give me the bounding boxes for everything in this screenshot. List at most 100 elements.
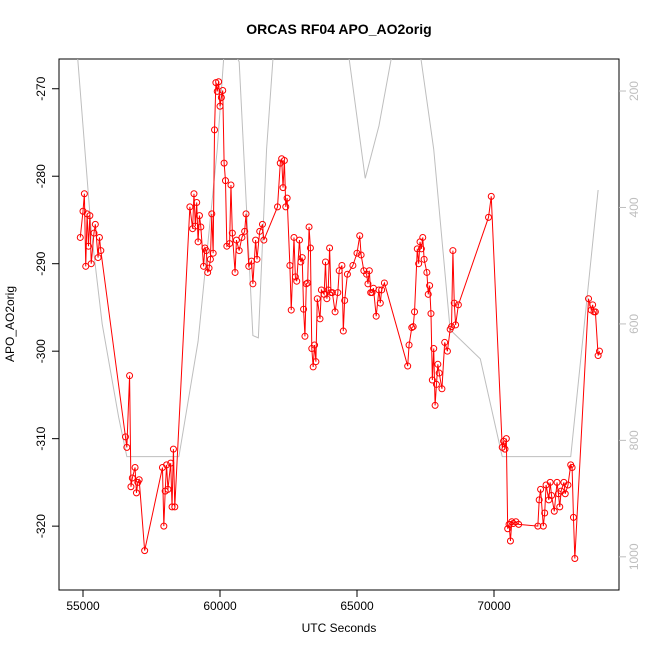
data-point (295, 236, 303, 244)
y-tick-label: -280 (34, 164, 48, 188)
data-point (302, 280, 310, 288)
x-tick-label: 60000 (203, 599, 237, 613)
data-point (420, 255, 428, 263)
data-point (585, 295, 593, 303)
data-point (186, 203, 194, 211)
data-point (357, 251, 365, 259)
x-axis-label: UTC Seconds (302, 621, 377, 635)
data-point (82, 262, 90, 270)
data-point (506, 537, 514, 545)
y-axis-label: APO_AO2orig (3, 286, 17, 362)
y2-tick-label: 600 (627, 314, 641, 334)
data-point (126, 372, 134, 380)
data-point (561, 490, 569, 498)
data-point (245, 262, 253, 270)
data-point (321, 258, 329, 266)
data-point (132, 489, 140, 497)
series-line (77, 59, 599, 458)
data-point (232, 236, 240, 244)
data-point (452, 321, 460, 329)
data-point (334, 289, 342, 297)
data-point (326, 244, 334, 252)
data-point (227, 181, 235, 189)
data-point (415, 260, 423, 268)
data-point (594, 352, 602, 360)
data-point (208, 210, 216, 218)
data-point (502, 435, 510, 443)
data-point (131, 464, 139, 472)
data-point (504, 525, 512, 533)
x-tick-label: 70000 (477, 599, 511, 613)
data-point (485, 213, 493, 221)
data-point (364, 280, 372, 288)
data-point (312, 358, 320, 366)
data-point (220, 159, 228, 167)
data-point (290, 233, 298, 241)
data-point (280, 156, 288, 164)
data-point (378, 286, 386, 294)
data-point (90, 229, 98, 237)
data-point (160, 522, 168, 530)
y-tick-label: -300 (34, 339, 48, 363)
data-point (164, 485, 172, 493)
data-point (372, 312, 380, 320)
data-point (568, 464, 576, 472)
data-point (430, 345, 438, 353)
data-point (76, 233, 84, 241)
data-point (241, 227, 249, 235)
data-point (316, 315, 324, 323)
data-point (171, 503, 179, 511)
y-tick-label: -290 (34, 251, 48, 275)
data-point (123, 443, 131, 451)
data-point (564, 481, 572, 489)
data-point (209, 249, 217, 257)
data-point (84, 242, 92, 250)
data-point (305, 223, 313, 231)
data-point (535, 496, 543, 504)
series-line (79, 81, 600, 559)
data-point (97, 247, 105, 255)
y-tick-label: -310 (34, 426, 48, 450)
data-point (438, 385, 446, 393)
data-point (349, 261, 357, 269)
plot-area (76, 59, 603, 563)
data-point (556, 503, 564, 511)
data-point (291, 273, 299, 281)
data-point (127, 483, 135, 491)
data-point (231, 268, 239, 276)
data-point (380, 279, 388, 287)
data-point (427, 310, 435, 318)
data-point (339, 327, 347, 335)
data-point (432, 380, 440, 388)
data-point (293, 277, 301, 285)
x-tick-label: 65000 (340, 599, 374, 613)
data-point (353, 249, 361, 257)
data-point (252, 236, 260, 244)
data-point (193, 198, 201, 206)
data-point (219, 86, 227, 94)
data-point (501, 445, 509, 453)
data-point (434, 360, 442, 368)
data-point (448, 323, 456, 331)
data-point (408, 324, 416, 332)
data-point (365, 267, 373, 275)
data-point (216, 102, 224, 110)
data-point (221, 177, 229, 185)
data-point (167, 459, 175, 467)
data-point (135, 476, 143, 484)
data-point (541, 509, 549, 517)
data-point (431, 401, 439, 409)
data-point (338, 261, 346, 269)
x-tick-label: 55000 (66, 599, 100, 613)
data-point (121, 433, 129, 441)
data-point (279, 184, 287, 192)
y-tick-label: -270 (34, 76, 48, 100)
data-point (238, 233, 246, 241)
data-point (91, 220, 99, 228)
data-point (487, 192, 495, 200)
data-point (253, 255, 261, 263)
data-point (331, 308, 339, 316)
data-point (190, 190, 198, 198)
data-point (426, 282, 434, 290)
data-point (435, 369, 443, 377)
